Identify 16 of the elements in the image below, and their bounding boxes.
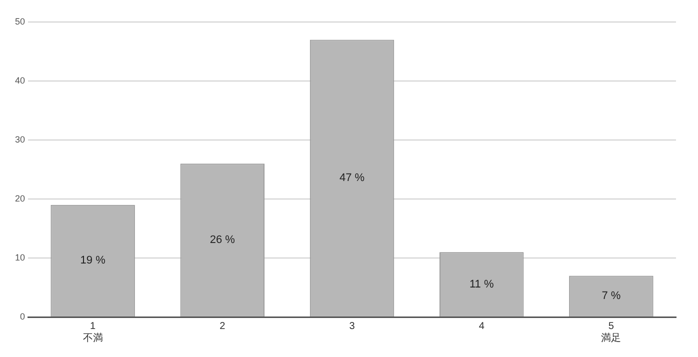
y-tick-label: 30 [14, 134, 26, 144]
y-tick-label: 50 [14, 16, 26, 26]
data-label: 7 % [602, 290, 621, 302]
data-label: 26 % [210, 234, 236, 246]
y-tick-label: 10 [14, 252, 26, 262]
x-tick-label: 5 満足 [601, 320, 622, 344]
data-label: 47 % [339, 172, 365, 184]
x-tick-label: 2 [220, 320, 226, 332]
x-tick-label: 1 不満 [82, 320, 103, 344]
x-tick-label: 3 [349, 320, 356, 332]
data-label: 11 % [469, 278, 494, 290]
y-tick-label: 0 [20, 311, 26, 322]
x-tick-label: 4 [478, 320, 485, 332]
y-tick-label: 40 [14, 75, 26, 86]
y-tick-label: 20 [14, 193, 26, 204]
data-label: 19 % [80, 254, 106, 267]
